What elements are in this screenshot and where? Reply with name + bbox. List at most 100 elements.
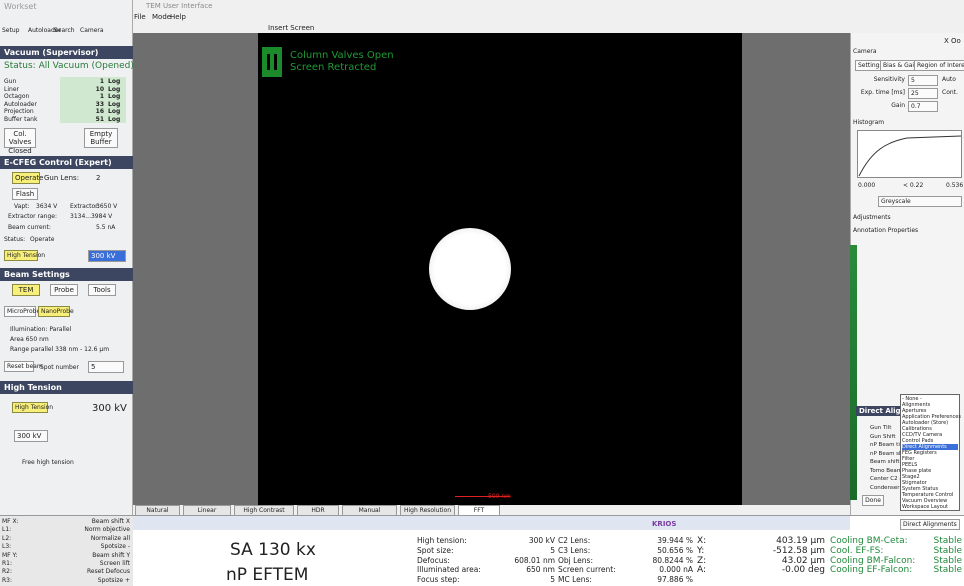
field-input[interactable]: 5	[908, 75, 938, 86]
field-label: Sensitivity	[860, 76, 905, 83]
button[interactable]: Reset beam	[4, 361, 34, 372]
tab[interactable]: High Contrast	[234, 505, 294, 516]
key-label: L3:	[2, 543, 11, 550]
panel-header: Vacuum (Supervisor)	[0, 46, 133, 59]
field-label: Exp. time [ms]	[860, 89, 905, 96]
button[interactable]: Probe	[50, 284, 78, 296]
tree-item[interactable]: Tomo Beam	[870, 468, 900, 474]
button[interactable]: Tools	[88, 284, 116, 296]
readout-value: Stable	[875, 565, 962, 575]
label: Spot number	[40, 364, 79, 371]
readout-label: C2 Lens:	[558, 536, 590, 545]
gauge-value: 10	[62, 86, 104, 93]
readout-label: X:	[697, 536, 706, 546]
readout-value: Stable	[875, 546, 962, 556]
gauge-name: Liner	[4, 86, 19, 93]
tree-item[interactable]: nP Beam shift	[870, 451, 900, 457]
key-action: Screen lift	[40, 560, 130, 567]
readout-value: 5	[470, 575, 555, 584]
gauge-unit: Log	[108, 101, 120, 108]
menu-option[interactable]: Workspace Layout	[902, 504, 958, 510]
button[interactable]: Col. Valves Closed	[4, 128, 36, 148]
level-bar	[850, 245, 857, 500]
hist-label: 0.536	[946, 182, 963, 189]
tree-item[interactable]: Gun Tilt	[870, 425, 900, 431]
readout-label: Y:	[697, 546, 704, 556]
readout-value: 43.02 µm	[740, 556, 825, 566]
tree-item[interactable]: Beam shift	[870, 459, 900, 465]
info-label: Vapt:	[14, 203, 30, 210]
info-value: 5.5 nA	[96, 224, 115, 231]
key-label: R3:	[2, 577, 12, 584]
dropdown[interactable]: Direct Alignments	[900, 519, 960, 530]
button[interactable]: NanoProbe	[38, 306, 70, 317]
readout-value: 80.8244 %	[600, 556, 693, 565]
button[interactable]: High Tension	[12, 402, 48, 413]
gauge-name: Projection	[4, 108, 34, 115]
beam-spot	[429, 228, 511, 310]
dropdown[interactable]: Greyscale	[878, 196, 962, 207]
readout-label: A:	[697, 565, 706, 575]
menu-item[interactable]: Help	[170, 13, 186, 21]
button[interactable]: Flash	[12, 188, 38, 200]
tab[interactable]: FFT	[458, 505, 500, 516]
section-title: Adjustments	[853, 214, 891, 221]
info-label: Extractor range:	[8, 213, 57, 220]
panel-title: Direct Alignments	[856, 406, 906, 416]
menu-item[interactable]: File	[134, 13, 146, 21]
readout-value: -0.00 deg	[740, 565, 825, 575]
button[interactable]: TEM	[12, 284, 40, 296]
pause-bar	[274, 54, 277, 70]
checkbox-label[interactable]: Free high tension	[22, 459, 74, 466]
gauge-unit: Log	[108, 116, 120, 123]
info-value: 3634 V	[36, 203, 57, 210]
gauge-unit: Log	[108, 78, 120, 85]
image-status: Screen Retracted	[290, 62, 376, 73]
panel-header: Beam Settings	[0, 268, 133, 281]
field-input[interactable]: 25	[908, 88, 938, 99]
tab[interactable]: Search	[54, 27, 75, 34]
tree-item[interactable]: Gun Shift	[870, 434, 900, 440]
readout-value: 650 nm	[470, 565, 555, 574]
field-input[interactable]: 0.7	[908, 101, 938, 112]
readout-value: 5	[470, 546, 555, 555]
info-value: Operate	[30, 236, 54, 243]
tab[interactable]: Region of Interest	[914, 60, 964, 71]
key-action: Beam shift Y	[40, 552, 130, 559]
label: Gun Lens:	[44, 174, 79, 182]
tab[interactable]: Camera	[80, 27, 104, 34]
tab[interactable]: Linear	[183, 505, 231, 516]
tab[interactable]: Manual	[342, 505, 397, 516]
button[interactable]: Done	[862, 495, 884, 506]
gauge-unit: Log	[108, 86, 120, 93]
toolbar-button[interactable]: Insert Screen	[268, 24, 314, 32]
tree-item[interactable]: nP Beam tilt	[870, 442, 900, 448]
screen: (() => { const data = JSON.parse(documen…	[0, 0, 964, 586]
tab[interactable]: High Resolution	[400, 505, 455, 516]
dropdown[interactable]: 5	[88, 361, 124, 373]
tab[interactable]: HDR	[297, 505, 339, 516]
dropdown[interactable]: 300 kV	[14, 430, 48, 442]
tab[interactable]: Setup	[2, 27, 19, 34]
key-label: MF X:	[2, 518, 19, 525]
valve-indicator	[262, 47, 282, 77]
menu-item[interactable]: Mode	[152, 13, 171, 21]
tree-item[interactable]: Condenser	[870, 485, 900, 491]
button[interactable]: Empty Buffer	[84, 128, 118, 148]
checkbox-label[interactable]: Cont.	[942, 89, 958, 96]
checkbox-label[interactable]: Auto	[942, 76, 956, 83]
section-title: Histogram	[853, 119, 884, 126]
tree-item[interactable]: Center C2 a	[870, 476, 900, 482]
button[interactable]: High Tension	[4, 250, 38, 261]
key-label: R1:	[2, 560, 12, 567]
key-label: MF Y:	[2, 552, 17, 559]
close-button[interactable]: X Oo	[944, 37, 961, 45]
tab[interactable]: Natural	[135, 505, 180, 516]
instrument: KRIOS	[652, 520, 676, 528]
readout-label: Spot size:	[417, 546, 454, 555]
button[interactable]: Operate	[12, 172, 40, 184]
button[interactable]: MicroProbe	[4, 306, 36, 317]
gauge-value: 1	[62, 93, 104, 100]
info-text: Range parallel 338 nm - 12.6 µm	[10, 346, 109, 353]
dropdown[interactable]: 300 kV	[88, 250, 126, 262]
